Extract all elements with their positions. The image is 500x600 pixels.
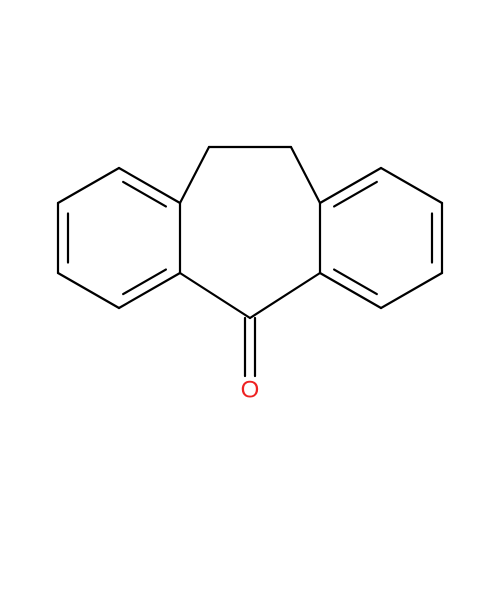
bond	[180, 273, 250, 318]
bond	[123, 182, 166, 207]
bond	[291, 147, 320, 203]
bond	[123, 270, 166, 295]
bond	[381, 168, 442, 203]
bond	[381, 273, 442, 308]
bond	[334, 270, 377, 295]
bond	[58, 168, 119, 203]
bond	[250, 273, 320, 318]
atom-label: O	[241, 377, 260, 404]
bond	[334, 182, 377, 207]
bond	[180, 147, 209, 203]
molecule-canvas: O	[0, 0, 500, 600]
bond	[58, 273, 119, 308]
